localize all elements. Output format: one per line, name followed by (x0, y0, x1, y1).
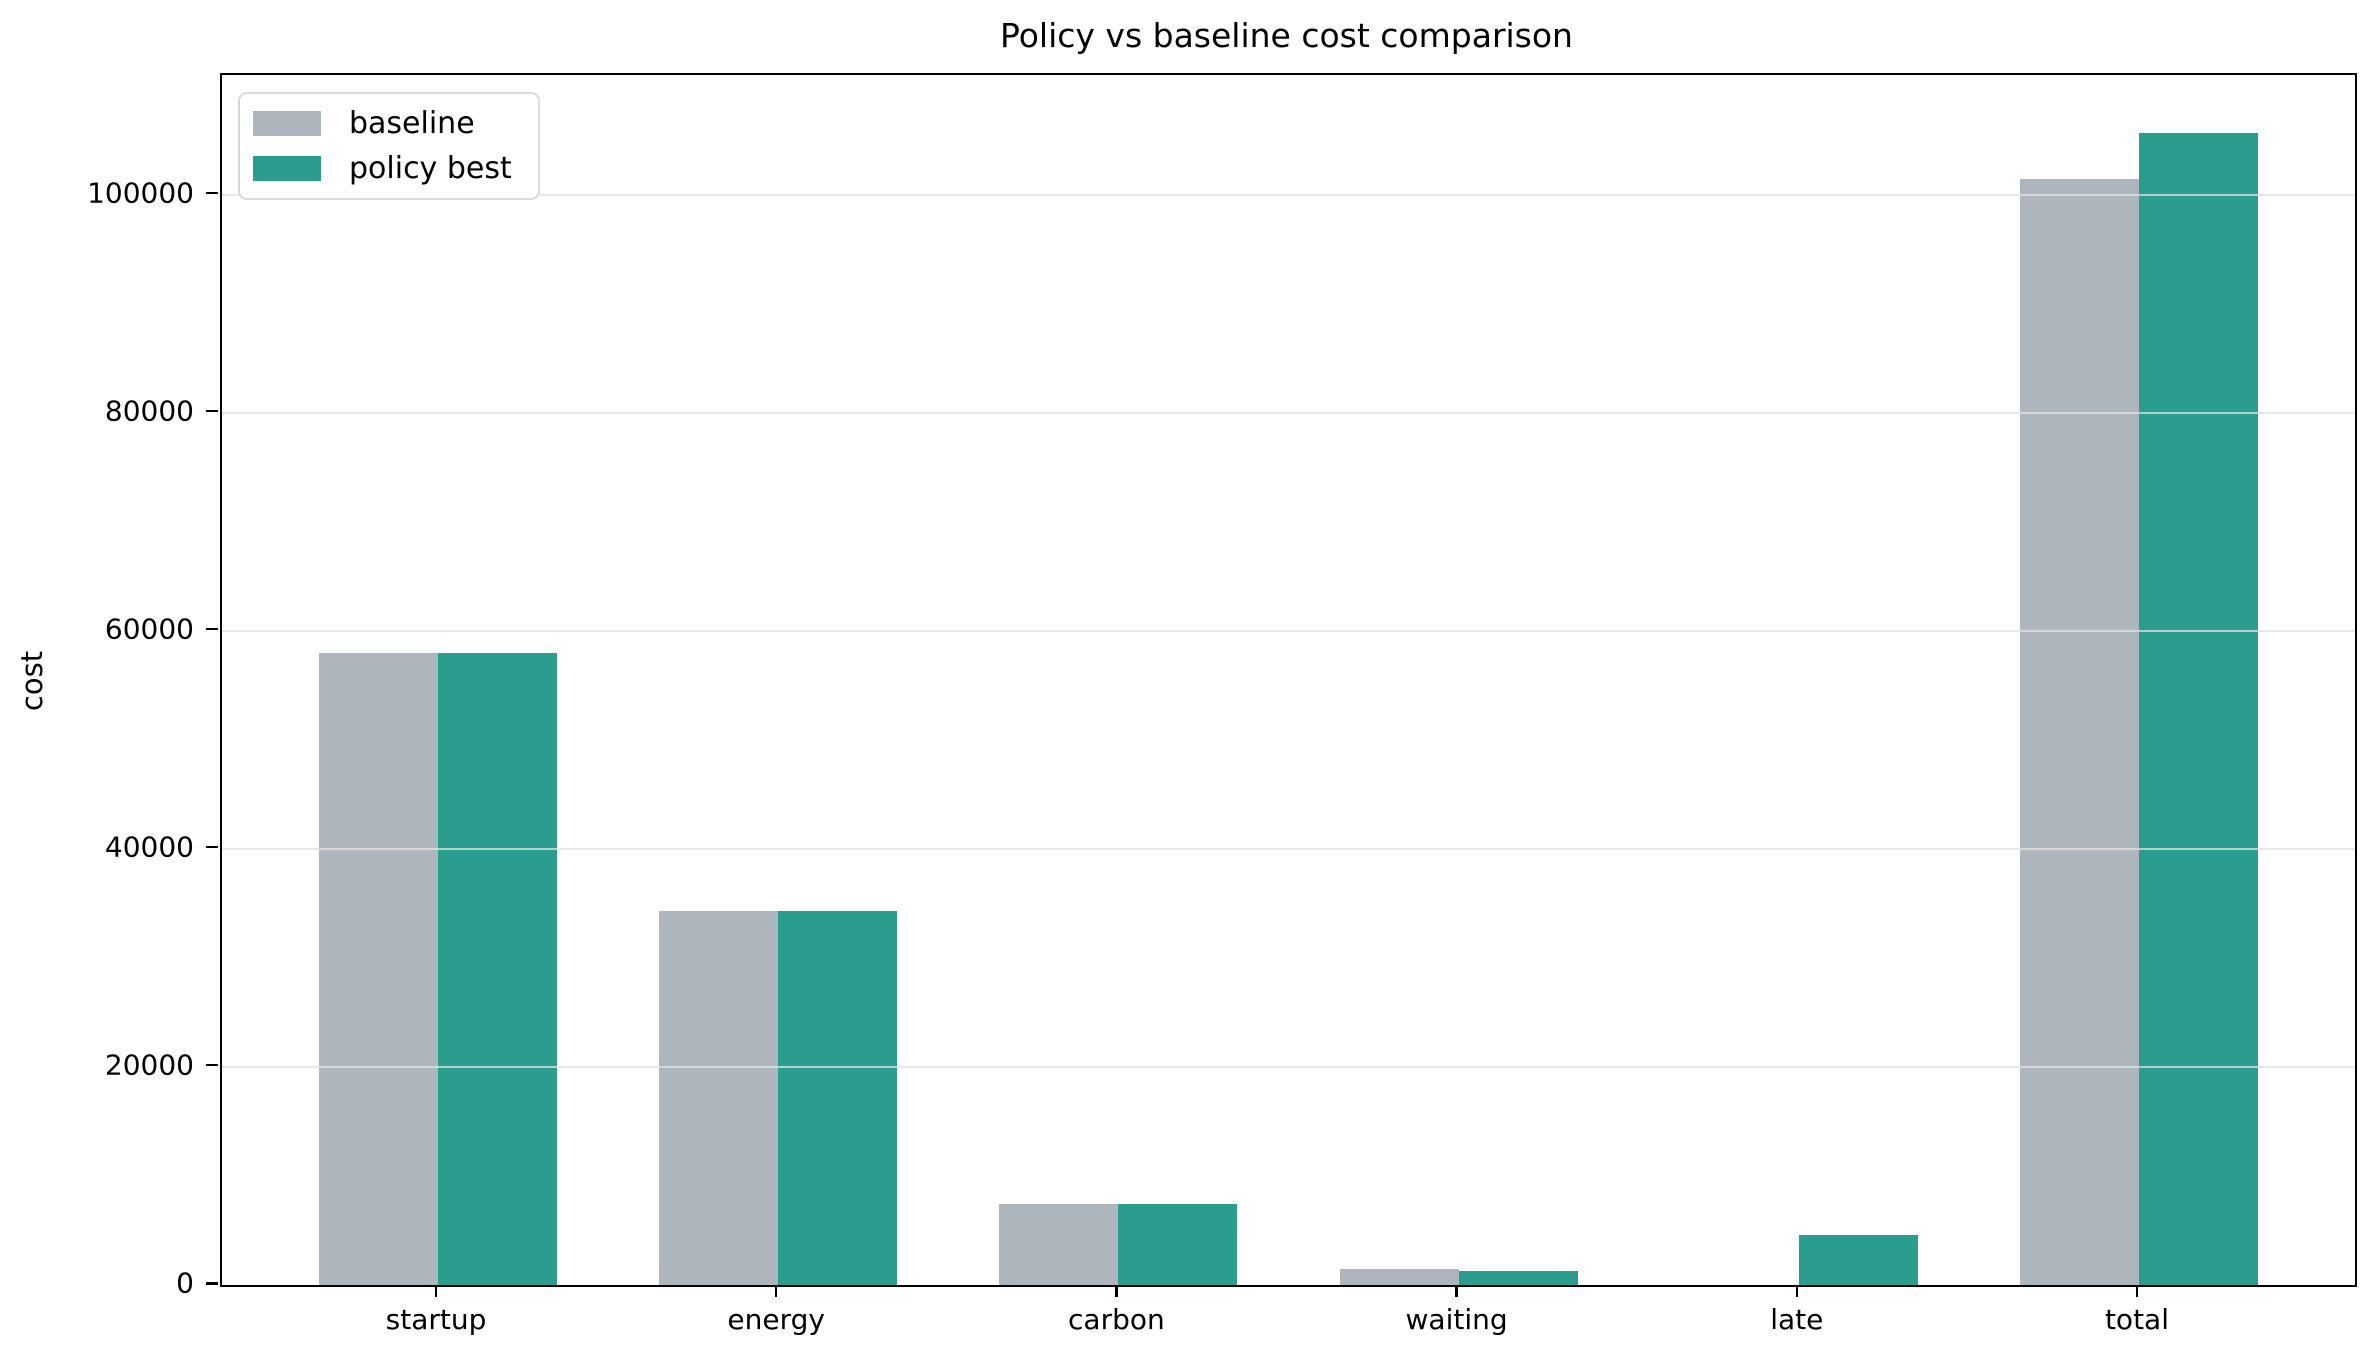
x-tick-label-startup: startup (385, 1303, 487, 1336)
y-tick-mark-100000 (206, 191, 218, 195)
x-tick-mark-startup (434, 1285, 438, 1297)
gridline-40000 (222, 847, 2355, 850)
bar-baseline-total (2019, 178, 2139, 1285)
x-tick-mark-energy (774, 1285, 778, 1297)
gridline-100000 (222, 193, 2355, 196)
y-tick-mark-40000 (206, 845, 218, 849)
bar-baseline-energy (659, 911, 779, 1285)
y-tick-label-100000: 100000 (87, 176, 194, 210)
x-tick-mark-waiting (1455, 1285, 1458, 1297)
bar-baseline-carbon (999, 1204, 1119, 1285)
bar-baseline-waiting (1339, 1268, 1459, 1285)
legend-swatch-policy-best (253, 156, 321, 181)
gridline-60000 (222, 629, 2355, 632)
y-tick-mark-80000 (206, 409, 218, 413)
y-tick-label-40000: 40000 (104, 830, 194, 864)
gridline-80000 (222, 411, 2355, 414)
bar-policy-best-carbon (1118, 1204, 1238, 1285)
legend: baseline policy best (238, 92, 540, 200)
x-tick-label-total: total (2104, 1303, 2169, 1336)
x-tick-label-carbon: carbon (1068, 1303, 1165, 1336)
legend-item-policy-best: policy best (253, 151, 512, 186)
y-tick-mark-0 (206, 1282, 218, 1285)
x-tick-label-waiting: waiting (1405, 1303, 1508, 1336)
chart-title: Policy vs baseline cost comparison (1000, 16, 1573, 55)
plot-area (220, 73, 2357, 1287)
legend-item-baseline: baseline (253, 106, 512, 141)
x-tick-mark-late (1795, 1285, 1799, 1297)
bar-policy-best-energy (778, 911, 898, 1285)
bar-policy-best-late (1798, 1234, 1918, 1285)
y-tick-label-80000: 80000 (104, 394, 194, 428)
x-tick-mark-carbon (1115, 1285, 1118, 1297)
x-tick-label-energy: energy (727, 1303, 825, 1336)
bar-policy-best-waiting (1458, 1271, 1578, 1285)
y-tick-mark-20000 (206, 1063, 218, 1067)
bar-policy-best-startup (438, 652, 558, 1285)
x-tick-label-late: late (1770, 1303, 1824, 1336)
legend-label-baseline: baseline (349, 106, 475, 141)
legend-swatch-baseline (253, 111, 321, 136)
y-axis-label: cost (15, 650, 49, 712)
bar-policy-best-total (2138, 132, 2259, 1285)
x-tick-mark-total (2135, 1285, 2139, 1297)
y-tick-mark-60000 (206, 627, 218, 631)
y-tick-label-20000: 20000 (104, 1048, 194, 1082)
bar-baseline-startup (318, 652, 439, 1285)
legend-label-policy-best: policy best (349, 151, 512, 186)
y-tick-label-60000: 60000 (104, 612, 194, 646)
gridline-20000 (222, 1065, 2355, 1068)
y-tick-label-0: 0 (176, 1266, 194, 1300)
